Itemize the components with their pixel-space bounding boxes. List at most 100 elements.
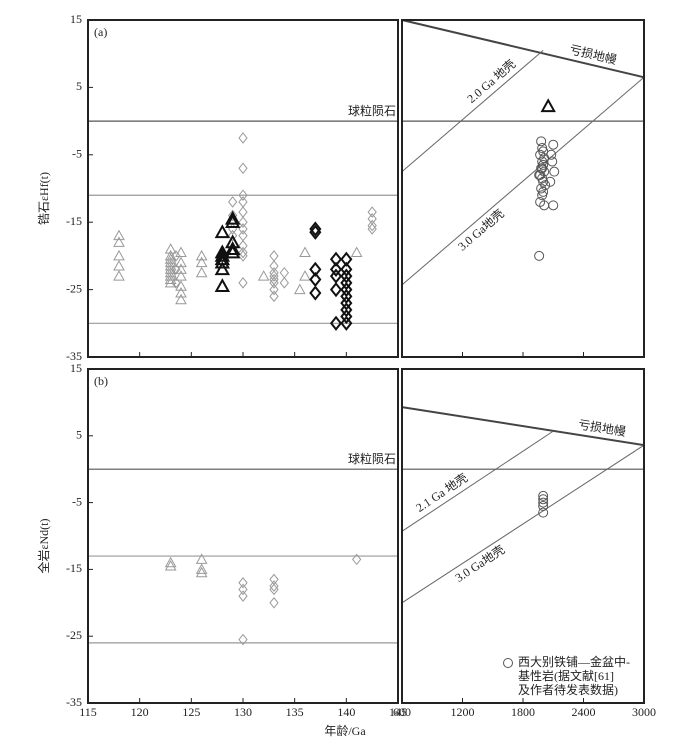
point (214, 224, 231, 239)
reference-label: 球粒陨石 (348, 451, 396, 466)
point (350, 246, 363, 258)
point (224, 244, 241, 259)
x-tick-label: 600 (393, 705, 411, 719)
x-tick-label: 3000 (632, 705, 656, 719)
point (548, 139, 559, 150)
point (269, 266, 279, 279)
point (279, 266, 289, 279)
point (238, 196, 248, 208)
point (536, 183, 547, 194)
line-label: 3.0 Ga地壳 (453, 543, 508, 585)
point (164, 249, 177, 261)
evolution-line (401, 76, 645, 286)
point (164, 243, 177, 254)
point (329, 281, 343, 298)
point (224, 210, 241, 225)
point (293, 283, 306, 295)
point (538, 490, 549, 501)
point (214, 247, 231, 262)
y-tick-label: -15 (66, 214, 82, 228)
reference-label: 球粒陨石 (348, 103, 396, 118)
y-axis-title: 锆石εHf(t) (37, 172, 51, 225)
point (238, 216, 248, 229)
point (238, 590, 248, 602)
x-axis-title: 年龄/Ga (324, 724, 366, 738)
point (238, 239, 248, 252)
point (540, 98, 556, 113)
point (214, 254, 231, 269)
point (224, 214, 241, 228)
point (238, 246, 248, 259)
point (195, 256, 208, 268)
point (175, 280, 187, 291)
line-label: 3.0 Ga地壳 (455, 206, 507, 253)
point (164, 259, 177, 271)
point (547, 156, 558, 167)
point (329, 315, 343, 331)
point (238, 250, 248, 262)
point (228, 229, 238, 242)
panel-frame (401, 368, 645, 704)
line-label: 亏损地幔 (568, 41, 618, 67)
point (175, 293, 187, 305)
point (299, 246, 311, 258)
point (238, 206, 248, 218)
point (309, 224, 322, 240)
point (279, 277, 289, 289)
x-tick-label: 115 (79, 705, 97, 719)
x-tick-label: 1200 (451, 705, 475, 719)
point (164, 253, 177, 264)
point (549, 166, 560, 177)
x-tick-label: 145 (389, 705, 407, 719)
point (534, 250, 545, 261)
point (269, 270, 279, 282)
point (195, 566, 208, 578)
point (269, 580, 279, 592)
y-tick-label: -15 (66, 561, 82, 575)
panel-label: (b) (94, 374, 108, 388)
point (164, 556, 177, 568)
y-tick-label: -35 (66, 349, 82, 363)
point (269, 290, 279, 303)
y-tick-label: 5 (76, 79, 82, 93)
panel-label: (a) (94, 25, 107, 39)
point (228, 223, 238, 235)
point (214, 261, 231, 276)
y-axis-title: 全岩εNd(t) (36, 518, 51, 573)
point (538, 507, 549, 518)
x-tick-label: 140 (337, 705, 355, 719)
point (269, 283, 279, 296)
y-tick-label: 15 (70, 12, 82, 26)
point (195, 266, 208, 278)
point (238, 576, 248, 589)
x-tick-label: 130 (234, 705, 252, 719)
point (309, 261, 322, 277)
point (164, 560, 177, 571)
y-tick-label: 5 (76, 428, 82, 442)
point (238, 223, 248, 235)
x-tick-label: 120 (131, 705, 149, 719)
evolution-line (401, 430, 554, 532)
legend-text: 基性岩(据文献[61] (518, 668, 614, 683)
point (164, 276, 177, 288)
point (171, 277, 181, 289)
y-tick-label: -25 (66, 628, 82, 642)
point (329, 261, 343, 277)
point (367, 213, 377, 225)
point (546, 149, 557, 160)
point (367, 219, 377, 232)
point (545, 176, 556, 187)
point (238, 583, 248, 596)
point (367, 223, 377, 235)
legend-text: 西大别铁铺—金盆中- (518, 654, 630, 669)
point (113, 236, 125, 247)
point (340, 308, 353, 325)
panel-frame (87, 19, 399, 358)
point (367, 206, 377, 218)
point (228, 196, 238, 208)
line-label: 2.0 Ga 地壳 (464, 57, 518, 106)
line-label: 亏损地幔 (577, 417, 627, 439)
point (269, 573, 279, 586)
point (257, 270, 270, 281)
